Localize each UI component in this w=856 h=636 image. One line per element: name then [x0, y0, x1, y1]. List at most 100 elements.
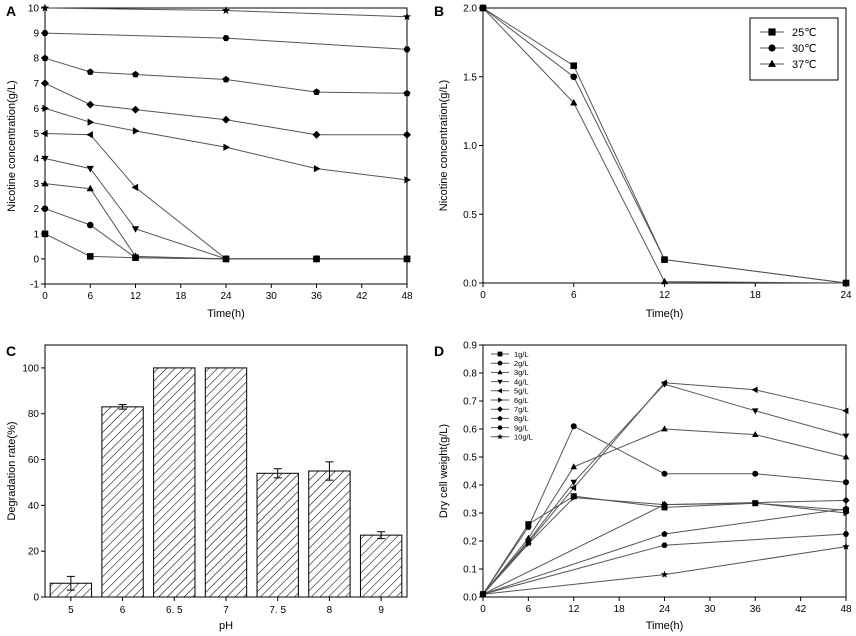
- legend-label: 1g/L: [514, 350, 529, 359]
- y-tick-label: 60: [28, 455, 40, 466]
- y-tick-label: 0.0: [463, 593, 477, 604]
- y-tick-label: 2.0: [463, 4, 477, 15]
- data-point: [570, 73, 578, 81]
- x-axis-label: Time(h): [646, 620, 683, 632]
- series-line: [482, 497, 847, 595]
- series-line: [44, 107, 408, 181]
- panel-label-a: A: [6, 3, 16, 19]
- data-point: [313, 165, 321, 173]
- x-tick-label: 8: [327, 605, 333, 616]
- x-tick-label: 48: [840, 604, 852, 615]
- chart-d: 0.0 0.1 0.2 0.3 0.4 0.5 0.6 0.7 0.8 0.9 0 6 12 18 24 30…: [438, 341, 852, 633]
- legend-label: 5g/L: [514, 387, 529, 396]
- data-point: [570, 98, 578, 106]
- data-point: [131, 252, 140, 259]
- y-tick-label: 3: [33, 179, 39, 190]
- panel-label-d: D: [434, 343, 444, 359]
- data-point: [41, 30, 49, 37]
- y-axis-label: Dry cell weight(g/L): [438, 424, 450, 518]
- y-tick-label: 100: [22, 363, 39, 374]
- data-point: [41, 179, 49, 187]
- series-line: [482, 383, 847, 595]
- data-point: [842, 542, 850, 550]
- x-axis-label: pH: [219, 620, 233, 632]
- data-point: [570, 62, 578, 70]
- data-point: [842, 279, 850, 286]
- y-tick-label: 8: [33, 54, 39, 65]
- data-point: [660, 379, 667, 387]
- y-tick-label: 0.0: [463, 279, 477, 290]
- data-point: [221, 6, 231, 14]
- y-tick-label: 0.5: [463, 210, 477, 221]
- x-tick-label: 24: [220, 291, 232, 302]
- legend-marker: [768, 59, 776, 67]
- data-point: [86, 100, 95, 109]
- y-tick-label: 1: [33, 229, 39, 240]
- series-line: [482, 7, 847, 284]
- legend-marker: [497, 433, 503, 440]
- data-point: [842, 531, 850, 537]
- legend-marker: [497, 351, 503, 357]
- data-point: [131, 226, 140, 233]
- x-tick-label: 42: [356, 291, 368, 302]
- legend-label: 4g/L: [514, 377, 529, 386]
- data-point: [842, 453, 850, 460]
- data-point: [41, 54, 49, 62]
- bar: [153, 367, 196, 598]
- bar: [359, 534, 403, 598]
- x-tick-label: 24: [659, 604, 671, 615]
- x-tick-label: 48: [401, 291, 413, 302]
- legend-label: 30℃: [792, 43, 817, 55]
- bar: [308, 470, 351, 598]
- data-point: [842, 407, 849, 415]
- data-point: [570, 423, 577, 430]
- legend-label: 37℃: [792, 59, 817, 71]
- data-point: [41, 129, 48, 138]
- legend-marker: [768, 44, 776, 52]
- data-point: [312, 130, 321, 139]
- series-line: [482, 425, 847, 595]
- data-point: [661, 530, 668, 537]
- y-tick-label: 0.3: [463, 509, 477, 520]
- panel-label-c: C: [6, 343, 16, 359]
- bar: [204, 367, 248, 598]
- data-point: [842, 496, 850, 504]
- x-tick-label: 6. 5: [166, 605, 183, 616]
- data-point: [479, 4, 487, 11]
- series-line: [482, 382, 847, 595]
- data-point: [660, 277, 669, 285]
- legend-marker: [768, 28, 776, 36]
- data-point: [661, 542, 668, 548]
- data-point: [222, 255, 229, 263]
- legend-marker: [497, 379, 503, 385]
- bar: [101, 406, 144, 598]
- data-point: [131, 105, 140, 114]
- data-point: [132, 127, 140, 135]
- y-axis-label: Degradation rate(%): [6, 421, 18, 520]
- series-line: [44, 208, 407, 260]
- y-tick-label: 0.9: [463, 341, 477, 352]
- data-point: [402, 12, 412, 21]
- data-point: [570, 479, 577, 486]
- data-point: [842, 433, 850, 440]
- data-point: [313, 88, 320, 95]
- legend-marker: [498, 397, 503, 403]
- x-tick-label: 7: [223, 605, 229, 616]
- y-tick-label: 1.5: [463, 72, 477, 83]
- x-tick-label: 6: [571, 290, 577, 301]
- data-point: [660, 501, 669, 509]
- series-line: [44, 57, 408, 94]
- legend-marker: [497, 406, 503, 413]
- data-point: [41, 230, 49, 238]
- legend-label: 2g/L: [514, 359, 529, 368]
- y-tick-label: 4: [33, 154, 39, 165]
- y-tick-label: 9: [33, 29, 39, 40]
- legend-label: 9g/L: [514, 423, 529, 432]
- y-tick-label: 0.2: [463, 537, 477, 548]
- y-axis-label: Nicotine concentration(g/L): [6, 80, 18, 211]
- data-point: [86, 253, 94, 260]
- y-tick-label: 0.6: [463, 425, 477, 436]
- legend-label: 6g/L: [514, 396, 529, 405]
